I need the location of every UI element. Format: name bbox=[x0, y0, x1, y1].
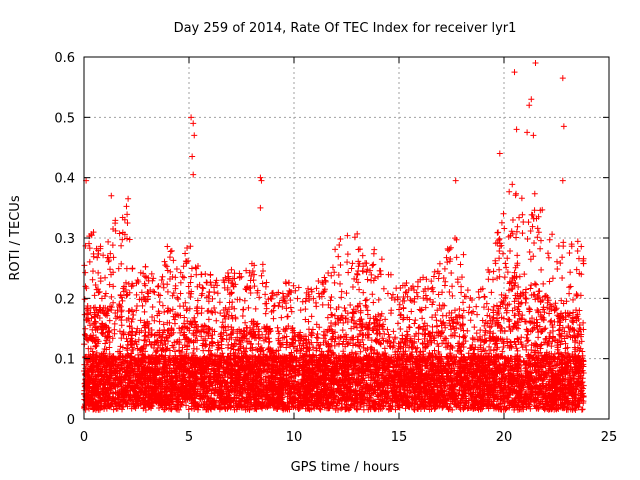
y-tick-label: 0.6 bbox=[54, 51, 75, 66]
x-tick-label: 0 bbox=[80, 430, 88, 445]
scatter-points bbox=[81, 60, 587, 413]
x-tick-label: 25 bbox=[601, 430, 618, 445]
x-tick-label: 20 bbox=[496, 430, 513, 445]
x-tick-label: 10 bbox=[286, 430, 303, 445]
x-axis-label: GPS time / hours bbox=[291, 460, 400, 475]
y-tick-label: 0.4 bbox=[54, 172, 75, 187]
x-tick-label: 15 bbox=[391, 430, 408, 445]
y-tick-label: 0.2 bbox=[54, 292, 75, 307]
y-tick-label: 0.3 bbox=[54, 232, 75, 247]
y-axis-label: ROTI / TECUs bbox=[8, 195, 23, 280]
axis-ticks: 0 0.1 0.2 0.3 0.4 0.5 0.6 0 5 10 15 20 25 bbox=[54, 51, 617, 445]
roti-scatter-markers bbox=[81, 60, 587, 413]
chart-title: Day 259 of 2014, Rate Of TEC Index for r… bbox=[174, 21, 517, 36]
x-tick-label: 5 bbox=[185, 430, 193, 445]
y-tick-label: 0.1 bbox=[54, 353, 75, 368]
y-tick-label: 0 bbox=[67, 413, 75, 428]
y-tick-label: 0.5 bbox=[54, 111, 75, 126]
